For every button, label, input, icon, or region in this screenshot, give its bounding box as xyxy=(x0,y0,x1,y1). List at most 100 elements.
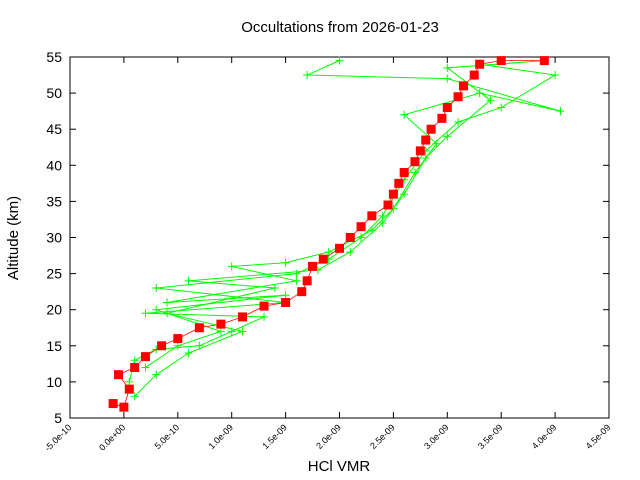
series-line xyxy=(112,60,545,408)
point xyxy=(308,261,318,271)
point xyxy=(443,63,452,72)
point xyxy=(292,269,301,278)
point xyxy=(108,399,118,409)
point xyxy=(303,71,312,80)
y-tick-label: 15 xyxy=(46,338,62,354)
point xyxy=(497,103,506,112)
point xyxy=(130,356,139,365)
y-tick-label: 55 xyxy=(46,49,62,65)
point xyxy=(345,233,355,242)
point xyxy=(388,189,398,199)
point xyxy=(356,222,366,232)
point xyxy=(426,124,436,134)
point xyxy=(297,287,307,297)
point xyxy=(378,219,387,228)
point xyxy=(318,254,328,264)
point xyxy=(119,402,129,412)
point xyxy=(378,211,387,220)
x-tick-label: 4.0e-09 xyxy=(530,422,559,451)
point xyxy=(130,362,140,372)
point xyxy=(437,113,447,123)
point xyxy=(260,312,269,321)
point xyxy=(443,132,452,141)
point xyxy=(486,96,495,105)
point xyxy=(281,258,290,267)
point xyxy=(184,276,193,285)
y-tick-label: 20 xyxy=(46,302,62,318)
point xyxy=(367,211,377,221)
point xyxy=(475,89,484,98)
point xyxy=(163,298,172,307)
x-tick-label: 3.0e-09 xyxy=(422,422,451,451)
x-tick-label: 0.0e+00 xyxy=(97,422,127,452)
point xyxy=(259,301,269,311)
point xyxy=(443,74,452,83)
point xyxy=(454,117,463,126)
point xyxy=(184,349,193,358)
point xyxy=(394,178,404,188)
point xyxy=(237,312,247,322)
point xyxy=(346,247,355,256)
point xyxy=(125,377,134,386)
y-tick-label: 50 xyxy=(46,85,62,101)
y-tick-label: 10 xyxy=(46,374,62,390)
point xyxy=(227,262,236,271)
point xyxy=(432,139,441,148)
y-tick-label: 5 xyxy=(54,410,62,426)
point xyxy=(281,291,290,300)
y-tick-label: 35 xyxy=(46,193,62,209)
point xyxy=(163,309,172,318)
x-tick-label: 3.5e-09 xyxy=(476,422,505,451)
x-tick-label: 2.5e-09 xyxy=(368,422,397,451)
point xyxy=(400,190,409,199)
point xyxy=(469,70,479,80)
point xyxy=(335,243,344,253)
point xyxy=(141,363,150,372)
y-tick-label: 25 xyxy=(46,266,62,282)
point xyxy=(421,135,431,145)
point xyxy=(281,297,291,307)
y-tick-label: 45 xyxy=(46,121,62,137)
point xyxy=(335,56,344,65)
series-line xyxy=(145,60,561,368)
point xyxy=(157,341,167,351)
series-line xyxy=(128,63,557,383)
point xyxy=(173,341,182,350)
point xyxy=(539,56,549,66)
x-tick-label: 5.0e-10 xyxy=(153,422,182,451)
x-tick-label: 1.5e-09 xyxy=(260,422,289,451)
point xyxy=(421,154,430,163)
point xyxy=(475,59,485,69)
point xyxy=(130,392,139,401)
point xyxy=(556,107,565,116)
point xyxy=(383,200,393,210)
point xyxy=(551,71,560,80)
point xyxy=(415,146,425,156)
x-tick-label: 4.5e-09 xyxy=(584,422,613,451)
x-tick-label: -5.0e-10 xyxy=(43,422,74,453)
x-tick-label: 1.0e-09 xyxy=(206,422,235,451)
point xyxy=(400,110,409,119)
point xyxy=(238,327,247,336)
point xyxy=(324,247,333,256)
point xyxy=(453,92,463,102)
point xyxy=(140,352,150,362)
point xyxy=(399,168,409,178)
point xyxy=(152,284,161,293)
chart-title: Occultations from 2026-01-23 xyxy=(241,19,439,36)
point xyxy=(194,323,204,333)
y-axis-label: Altitude (km) xyxy=(5,196,22,280)
point xyxy=(302,276,312,286)
point xyxy=(216,327,225,336)
point xyxy=(216,319,226,329)
point xyxy=(442,103,452,113)
y-tick-label: 30 xyxy=(46,230,62,246)
x-axis-label: HCl VMR xyxy=(308,458,371,475)
point xyxy=(114,370,124,380)
x-tick-label: 2.0e-09 xyxy=(314,422,343,451)
point xyxy=(152,370,161,379)
point xyxy=(141,309,150,318)
point xyxy=(270,284,279,293)
y-tick-label: 40 xyxy=(46,157,62,173)
point xyxy=(152,305,161,314)
